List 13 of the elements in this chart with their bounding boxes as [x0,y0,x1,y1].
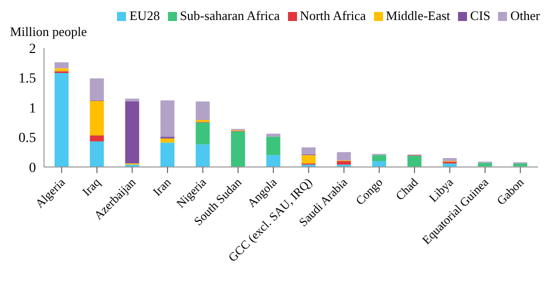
y-tick-label: 1 [29,101,36,116]
y-tick-label: 0 [29,160,36,176]
legend-label: EU28 [129,8,160,24]
legend-label: North Africa [300,8,366,24]
legend-label: CIS [470,8,490,24]
y-tick-label: 0.5 [18,131,36,146]
legend-label: Middle-East [386,8,450,24]
y-tick-label: 2 [29,42,36,57]
y-tick-label: 1.5 [18,72,36,87]
x-tick-label: Iran [150,175,174,199]
legend-label: Other [510,8,540,24]
y-axis-title: Million people [10,24,88,39]
legend-label: Sub-saharan Africa [180,8,280,24]
